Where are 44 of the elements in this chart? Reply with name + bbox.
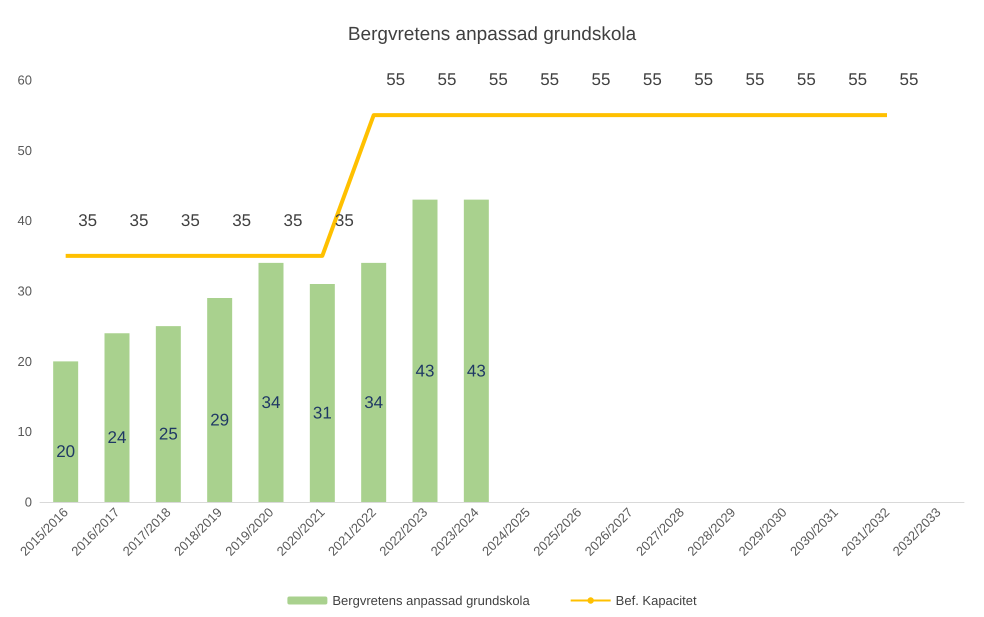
bar bbox=[104, 333, 130, 502]
legend-label: Bef. Kapacitet bbox=[616, 593, 698, 608]
y-tick-label: 30 bbox=[18, 284, 32, 298]
data-label: 55 bbox=[540, 70, 560, 90]
bar bbox=[412, 200, 438, 502]
data-label: 35 bbox=[78, 210, 98, 230]
data-label: 55 bbox=[900, 70, 918, 90]
data-label: 55 bbox=[796, 70, 816, 90]
data-label: 55 bbox=[386, 70, 406, 90]
data-label: 20 bbox=[56, 442, 76, 462]
data-label: 55 bbox=[642, 70, 662, 90]
y-tick-label: 20 bbox=[18, 354, 32, 369]
bar bbox=[361, 262, 386, 502]
data-label: 34 bbox=[364, 392, 384, 412]
data-label: 55 bbox=[746, 70, 764, 90]
bar bbox=[310, 284, 335, 502]
chart-title: Bergvretens anpassad grundskola bbox=[348, 24, 637, 45]
y-tick-label: 60 bbox=[18, 72, 32, 88]
bar bbox=[258, 262, 284, 502]
y-tick-label: 50 bbox=[18, 142, 32, 158]
data-label: 34 bbox=[262, 392, 280, 412]
data-label: 31 bbox=[312, 403, 332, 422]
data-label: 29 bbox=[210, 410, 230, 430]
data-label: 55 bbox=[848, 70, 868, 90]
data-label: 24 bbox=[108, 428, 126, 448]
data-label: 35 bbox=[232, 210, 252, 230]
data-label: 43 bbox=[416, 361, 434, 380]
y-tick-label: 10 bbox=[18, 424, 32, 440]
bar bbox=[156, 326, 181, 502]
data-label: 43 bbox=[466, 361, 486, 380]
data-label: 35 bbox=[130, 210, 148, 230]
bar bbox=[464, 200, 489, 502]
bar bbox=[53, 361, 78, 502]
data-label: 55 bbox=[488, 70, 508, 90]
y-tick-label: 40 bbox=[18, 213, 32, 228]
legend-label: Bergvretens anpassad grundskola bbox=[332, 593, 530, 608]
data-label: 35 bbox=[284, 210, 302, 230]
data-label: 55 bbox=[694, 70, 714, 90]
data-label: 25 bbox=[158, 424, 178, 444]
bar bbox=[207, 298, 232, 502]
y-tick-label: 0 bbox=[24, 494, 32, 510]
data-label: 35 bbox=[180, 210, 200, 230]
data-label: 55 bbox=[592, 70, 610, 90]
data-label: 55 bbox=[438, 70, 456, 90]
